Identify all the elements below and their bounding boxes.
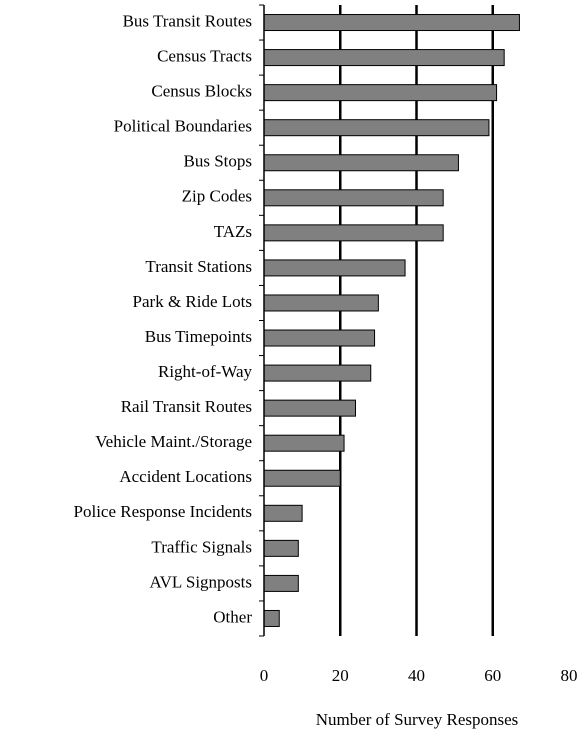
bar xyxy=(263,294,379,312)
y-tick-label: Bus Transit Routes xyxy=(123,11,252,30)
bar xyxy=(263,434,345,452)
y-tick-label: Other xyxy=(213,607,252,626)
y-tick-label: Bus Stops xyxy=(184,152,253,171)
y-tick-label: Zip Codes xyxy=(182,187,252,206)
bar xyxy=(263,609,280,627)
y-tick-label: Transit Stations xyxy=(145,257,252,276)
y-tick-label: Rail Transit Routes xyxy=(121,397,252,416)
x-tick-label: 60 xyxy=(484,666,501,685)
x-tick-label: 40 xyxy=(408,666,425,685)
y-tick-label: AVL Signposts xyxy=(150,572,253,591)
bar xyxy=(263,14,520,32)
y-tick-label: Vehicle Maint./Storage xyxy=(95,432,252,451)
bar xyxy=(263,574,299,592)
bar xyxy=(263,49,505,67)
bar xyxy=(263,119,490,137)
y-tick-label: Census Blocks xyxy=(151,82,252,101)
bar xyxy=(263,399,356,417)
bar xyxy=(263,259,406,277)
x-tick-label: 20 xyxy=(332,666,349,685)
bar xyxy=(263,84,498,102)
bar xyxy=(263,224,444,242)
x-tick-label: 0 xyxy=(260,666,269,685)
y-tick-label: Accident Locations xyxy=(119,467,252,486)
bar xyxy=(263,329,376,347)
y-tick-label: Bus Timepoints xyxy=(145,327,252,346)
y-tick-label: Census Tracts xyxy=(157,46,252,65)
bar xyxy=(263,504,303,522)
bar xyxy=(263,539,299,557)
bar xyxy=(263,364,372,382)
x-axis-label: Number of Survey Responses xyxy=(316,710,519,729)
bar xyxy=(263,154,459,172)
y-tick-label: TAZs xyxy=(214,222,252,241)
x-tick-label: 80 xyxy=(561,666,578,685)
y-tick-label: Park & Ride Lots xyxy=(133,292,252,311)
bar xyxy=(263,469,341,487)
y-tick-label: Political Boundaries xyxy=(114,117,252,136)
y-tick-label: Traffic Signals xyxy=(151,537,252,556)
bar xyxy=(263,189,444,207)
y-tick-label: Police Response Incidents xyxy=(74,502,252,521)
y-tick-label: Right-of-Way xyxy=(158,362,252,381)
